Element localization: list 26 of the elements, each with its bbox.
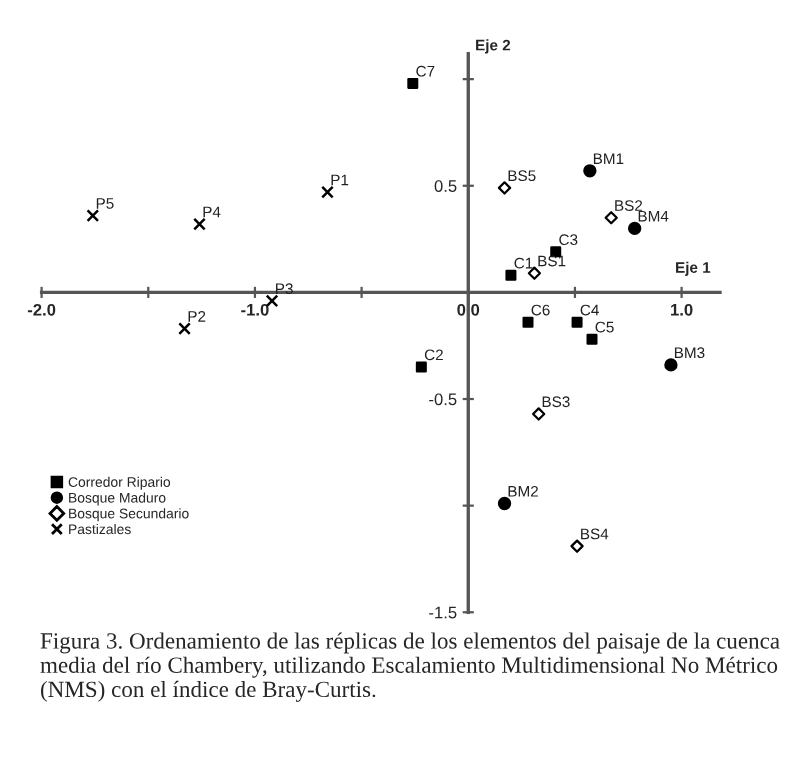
point bbox=[321, 185, 334, 199]
y-tick-label: -0.5 bbox=[429, 393, 457, 406]
point bbox=[407, 77, 419, 89]
point bbox=[570, 539, 584, 553]
point bbox=[193, 217, 206, 231]
point bbox=[571, 316, 583, 328]
point bbox=[586, 333, 598, 345]
y-tick-label: -1.5 bbox=[429, 606, 457, 619]
point bbox=[604, 211, 618, 225]
point bbox=[628, 221, 642, 236]
text: Figura 3. Ordenamiento de las réplicas de los elementos del paisaje de la cuenca media del río Chambery, utilizando Escalamiento Multidimensional No Métrico (NMS) con el índice de Bray-Curtis. bbox=[40, 632, 780, 702]
point bbox=[497, 181, 512, 195]
x-tick-label: -2.0 bbox=[27, 303, 56, 316]
x-tick-label: 1.0 bbox=[671, 303, 693, 316]
point bbox=[505, 269, 517, 281]
point bbox=[583, 164, 597, 178]
point bbox=[86, 209, 100, 223]
y-tick-label: 0.5 bbox=[434, 180, 457, 192]
point bbox=[265, 294, 279, 308]
point bbox=[532, 407, 546, 421]
point bbox=[178, 322, 191, 336]
point bbox=[497, 496, 512, 511]
x-tick-label: -1.0 bbox=[241, 303, 269, 316]
point bbox=[415, 361, 427, 373]
point bbox=[522, 316, 534, 328]
point bbox=[664, 358, 678, 372]
